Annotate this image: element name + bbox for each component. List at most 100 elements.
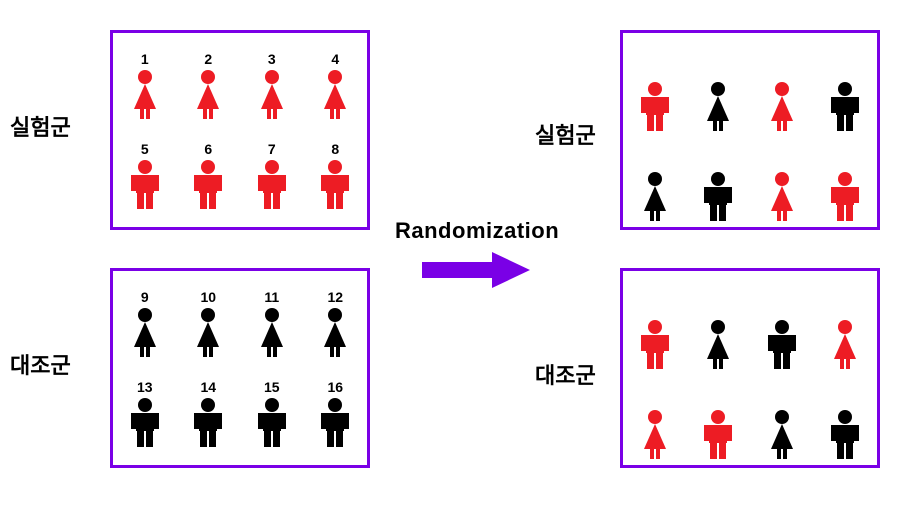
right-experimental-box	[620, 30, 880, 230]
person-cell: 1	[121, 51, 169, 119]
male-icon	[638, 319, 672, 369]
person-cell: 14	[184, 379, 232, 447]
person-row	[623, 153, 877, 221]
person-row: 13 14 15 16	[113, 379, 367, 447]
person-cell: 5	[121, 141, 169, 209]
person-cell	[631, 153, 679, 221]
person-row: 5 6 7 8	[113, 141, 367, 209]
left-control-label: 대조군	[10, 348, 71, 380]
person-cell: 3	[248, 51, 296, 119]
male-icon	[128, 397, 162, 447]
person-number: 10	[200, 289, 216, 305]
person-cell	[694, 63, 742, 131]
diagram-canvas: 실험군 대조군 1 2 3 4 5	[0, 0, 924, 506]
person-number: 9	[141, 289, 149, 305]
person-number: 13	[137, 379, 153, 395]
person-cell: 11	[248, 289, 296, 357]
female-icon	[701, 319, 735, 369]
person-row: 1 2 3 4	[113, 51, 367, 119]
person-number: 7	[268, 141, 276, 157]
female-icon	[191, 69, 225, 119]
person-cell: 9	[121, 289, 169, 357]
person-number: 16	[327, 379, 343, 395]
person-cell	[694, 391, 742, 459]
person-row	[623, 301, 877, 369]
person-number: 4	[331, 51, 339, 67]
person-cell	[821, 301, 869, 369]
person-number: 1	[141, 51, 149, 67]
person-number: 6	[204, 141, 212, 157]
male-icon	[255, 159, 289, 209]
arrow-icon	[422, 250, 532, 290]
person-cell: 6	[184, 141, 232, 209]
female-icon	[701, 81, 735, 131]
female-icon	[765, 409, 799, 459]
person-cell: 10	[184, 289, 232, 357]
person-row	[623, 391, 877, 459]
male-icon	[638, 81, 672, 131]
person-cell: 13	[121, 379, 169, 447]
person-number: 5	[141, 141, 149, 157]
person-cell	[758, 63, 806, 131]
person-cell	[758, 391, 806, 459]
female-icon	[255, 69, 289, 119]
right-control-label: 대조군	[535, 358, 596, 390]
male-icon	[318, 397, 352, 447]
female-icon	[638, 409, 672, 459]
person-number: 14	[200, 379, 216, 395]
person-cell: 2	[184, 51, 232, 119]
right-experimental-label: 실험군	[535, 118, 596, 150]
female-icon	[191, 307, 225, 357]
male-icon	[255, 397, 289, 447]
person-cell: 7	[248, 141, 296, 209]
person-number: 3	[268, 51, 276, 67]
female-icon	[318, 69, 352, 119]
person-cell	[694, 301, 742, 369]
left-experimental-box: 1 2 3 4 5	[110, 30, 370, 230]
male-icon	[828, 409, 862, 459]
person-row	[623, 63, 877, 131]
person-cell	[631, 391, 679, 459]
left-control-box: 9 10 11 12 13	[110, 268, 370, 468]
female-icon	[765, 171, 799, 221]
person-cell	[631, 63, 679, 131]
person-cell: 4	[311, 51, 359, 119]
person-number: 2	[204, 51, 212, 67]
male-icon	[701, 171, 735, 221]
arrow-label: Randomization	[395, 218, 559, 244]
randomization-arrow-group: Randomization	[395, 218, 559, 290]
person-number: 15	[264, 379, 280, 395]
person-row: 9 10 11 12	[113, 289, 367, 357]
person-cell	[821, 153, 869, 221]
male-icon	[765, 319, 799, 369]
female-icon	[828, 319, 862, 369]
person-cell: 16	[311, 379, 359, 447]
male-icon	[828, 171, 862, 221]
person-cell: 15	[248, 379, 296, 447]
female-icon	[638, 171, 672, 221]
person-cell: 12	[311, 289, 359, 357]
left-experimental-label: 실험군	[10, 110, 71, 142]
person-cell	[821, 63, 869, 131]
male-icon	[318, 159, 352, 209]
person-number: 11	[264, 289, 279, 305]
right-control-box	[620, 268, 880, 468]
female-icon	[255, 307, 289, 357]
female-icon	[128, 307, 162, 357]
male-icon	[128, 159, 162, 209]
female-icon	[128, 69, 162, 119]
person-cell	[694, 153, 742, 221]
female-icon	[765, 81, 799, 131]
female-icon	[318, 307, 352, 357]
person-number: 8	[331, 141, 339, 157]
male-icon	[828, 81, 862, 131]
person-number: 12	[327, 289, 343, 305]
person-cell	[631, 301, 679, 369]
male-icon	[191, 159, 225, 209]
person-cell	[758, 153, 806, 221]
male-icon	[701, 409, 735, 459]
person-cell	[758, 301, 806, 369]
person-cell: 8	[311, 141, 359, 209]
male-icon	[191, 397, 225, 447]
person-cell	[821, 391, 869, 459]
